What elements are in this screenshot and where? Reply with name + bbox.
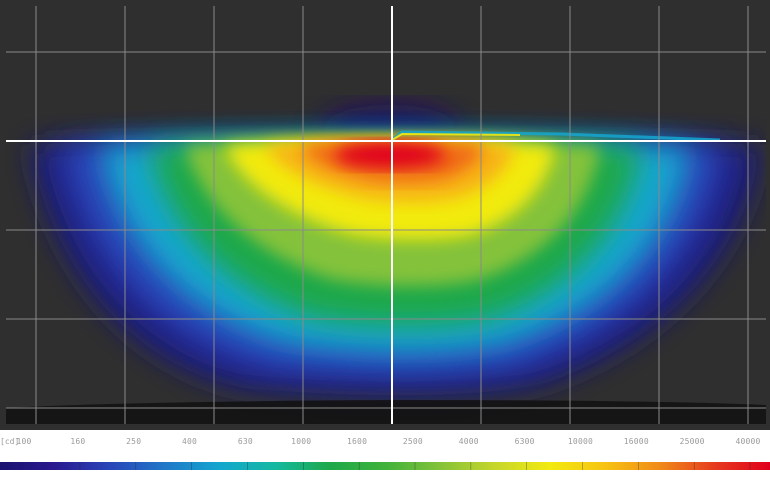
luminous-intensity-heatmap <box>0 0 770 430</box>
colorbar-tick-label: 1600 <box>347 437 368 446</box>
colorbar-tick-label: 250 <box>126 437 142 446</box>
colorbar-tick-label: 6300 <box>514 437 535 446</box>
colorbar <box>0 462 770 470</box>
colorbar-tick-label: 40000 <box>735 437 761 446</box>
colorbar-tick-label: 100 <box>16 437 32 446</box>
colorbar-tick-label: 400 <box>182 437 198 446</box>
bottom-shadow <box>6 400 766 424</box>
colorbar-tick-label: 2500 <box>402 437 423 446</box>
intensity-distribution <box>6 105 766 424</box>
colorbar-tick-label: 4000 <box>458 437 479 446</box>
colorbar-tick-label: 16000 <box>623 437 649 446</box>
colorbar-ticks <box>79 462 751 470</box>
colorbar-tick-label: 630 <box>237 437 253 446</box>
colorbar-tick-label: 160 <box>70 437 86 446</box>
colorbar-tick-label: 1000 <box>291 437 312 446</box>
colorbar-tick-label: 10000 <box>567 437 593 446</box>
colorbar-tick-label: 25000 <box>679 437 705 446</box>
colorbar-gradient <box>0 462 770 470</box>
level-40000 <box>335 142 445 168</box>
unit-label: [cd] <box>0 437 20 446</box>
colorbar-labels: [cd] 100 160 250 400 630 1000 1600 2500 4000 6300… <box>0 436 770 454</box>
main-axes <box>6 6 766 424</box>
